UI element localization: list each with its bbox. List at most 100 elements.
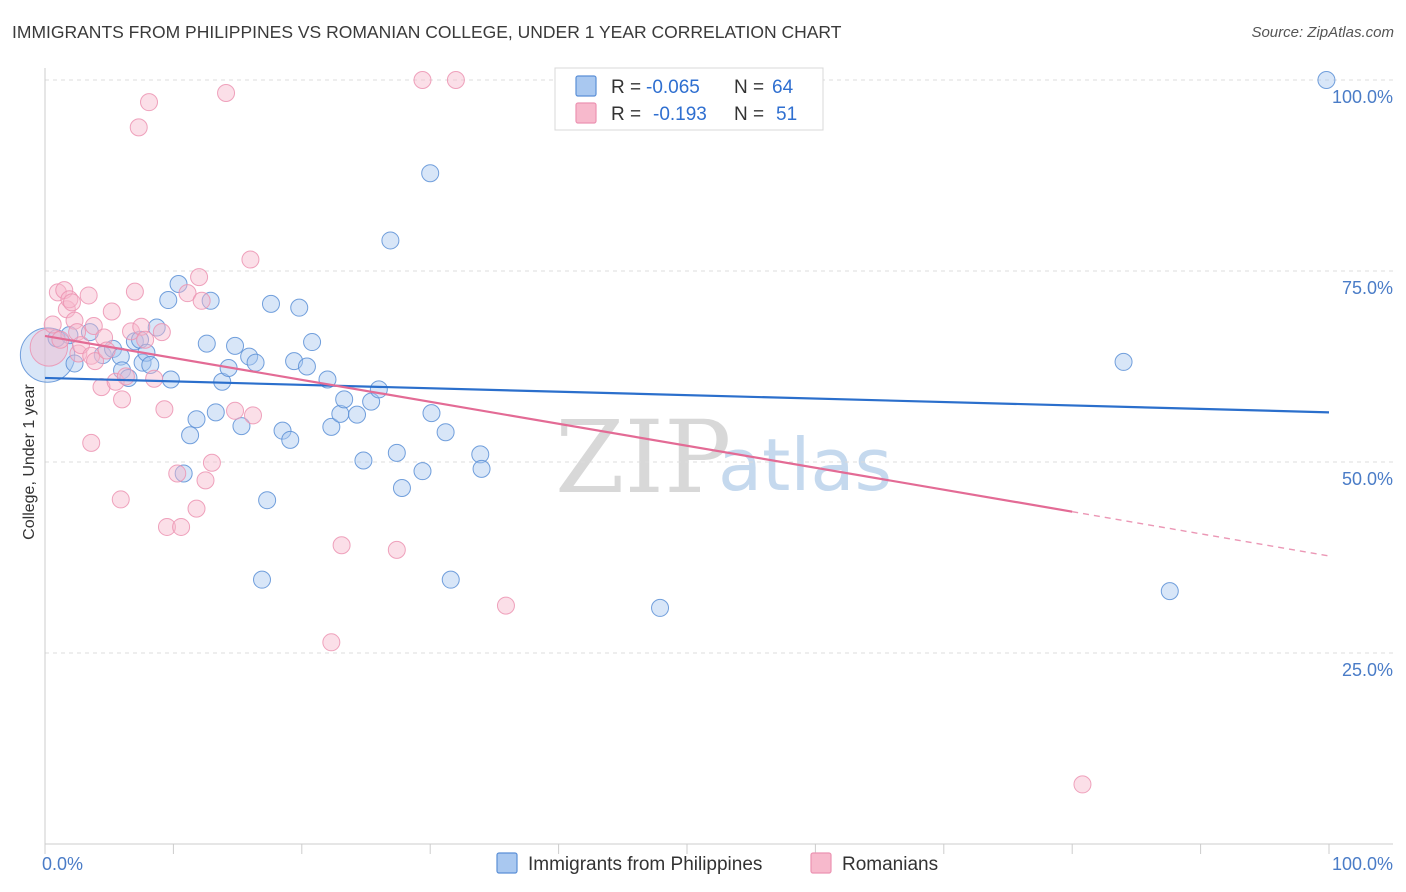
point-0-18 [169,274,188,293]
point-1-46 [244,406,263,425]
point-0-50 [392,478,411,497]
point-0-24 [206,403,225,422]
stats-legend-r-value-0: -0.065 [646,77,700,98]
point-1-22 [111,490,130,509]
point-1-33 [155,400,174,419]
point-0-47 [369,380,388,399]
points [19,71,1336,794]
point-0-33 [261,294,280,313]
point-1-25 [122,322,141,341]
trend-line-1 [44,334,1073,513]
stats-legend-r-label-0: R = [611,77,641,98]
point-0-3 [65,354,84,373]
y-tick-label-2: 75.0% [1342,278,1393,298]
point-1-53 [1073,775,1092,794]
point-1-31 [145,369,164,388]
point-1-42 [202,453,221,472]
point-1-16 [86,352,105,371]
series-legend-swatch-philippines [496,852,518,874]
point-0-21 [187,410,206,429]
point-1-24 [116,367,135,386]
point-1-45 [241,250,260,269]
point-0-49 [387,443,406,462]
point-1-26 [125,282,144,301]
y-axis-label: College, Under 1 year [21,384,38,540]
point-1-1 [43,315,62,334]
stats-legend-n-label-1: N = [734,104,764,125]
point-1-40 [192,291,211,310]
series-legend: Immigrants from Philippines Romanians [496,852,938,875]
point-1-49 [387,540,406,559]
point-0-27 [226,336,245,355]
point-0-41 [322,417,341,436]
chart-title: IMMIGRANTS FROM PHILIPPINES VS ROMANIAN … [12,22,842,42]
point-1-6 [60,290,79,309]
series-0 [19,71,1336,617]
y-tick-label-1: 50.0% [1342,469,1393,489]
point-0-19 [174,464,193,483]
point-0-22 [197,334,216,353]
y-tick-label-0: 25.0% [1342,660,1393,680]
point-0-48 [381,231,400,250]
point-1-47 [322,633,341,652]
stats-legend-r-label-1: R = [611,104,641,125]
point-0-60 [1160,582,1179,601]
point-0-52 [421,164,440,183]
watermark-zip: ZIP [555,399,731,516]
point-0-44 [348,405,367,424]
point-0-37 [290,298,309,317]
point-0-59 [1114,352,1133,371]
point-1-21 [106,372,125,391]
point-0-31 [252,570,271,589]
point-1-30 [140,93,159,112]
point-1-44 [226,401,245,420]
point-0-55 [441,570,460,589]
point-1-36 [172,517,191,536]
stats-legend-n-value-0: 64 [772,77,794,98]
chart-source: Source: ZipAtlas.com [1251,24,1394,41]
point-0-20 [181,426,200,445]
point-0-56 [471,445,490,464]
stats-legend-swatch-philippines [575,75,597,97]
point-0-43 [335,390,354,409]
point-1-8 [65,311,84,330]
point-1-27 [129,118,148,137]
point-1-50 [413,71,432,89]
x-tick-label-min: 0.0% [42,854,83,874]
axes [44,68,1393,854]
point-1-38 [187,499,206,518]
point-1-20 [102,302,121,321]
point-0-16 [159,291,178,310]
point-0-54 [436,423,455,442]
point-0-38 [297,357,316,376]
point-0-35 [281,430,300,449]
point-0-61 [1317,71,1336,89]
point-1-14 [84,317,103,336]
point-0-58 [651,598,670,617]
point-1-23 [113,390,132,409]
point-0-17 [161,370,180,389]
point-1-34 [157,517,176,536]
point-1-48 [332,536,351,555]
point-1-51 [446,71,465,89]
point-0-39 [303,333,322,352]
point-0-32 [258,491,277,510]
point-1-37 [178,284,197,303]
series-legend-swatch-romanians [810,852,832,874]
point-0-30 [246,353,265,372]
point-1-35 [168,464,187,483]
point-1-15 [82,433,101,452]
point-1-7 [62,293,81,312]
stats-legend-n-value-1: 51 [776,104,797,125]
series-1 [29,71,1092,794]
point-1-41 [196,471,215,490]
point-1-29 [136,330,155,349]
stats-legend-r-value-1: -0.193 [653,104,707,125]
y-tick-labels: 25.0% 50.0% 75.0% 100.0% [1332,87,1393,680]
x-tick-label-max: 100.0% [1332,854,1393,874]
grid [45,79,1393,654]
trend-line-dashed-1 [1072,510,1330,557]
point-0-28 [232,417,251,436]
point-1-12 [79,286,98,305]
point-0-53 [422,404,441,423]
